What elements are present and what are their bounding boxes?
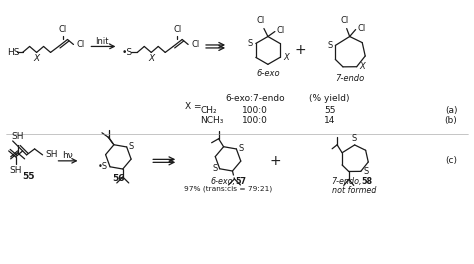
Text: S: S: [128, 143, 134, 152]
Text: Cl: Cl: [191, 40, 200, 49]
Text: Cl: Cl: [358, 24, 366, 33]
Text: Cl: Cl: [277, 26, 285, 35]
Text: hν: hν: [63, 151, 73, 160]
Text: +: +: [294, 44, 306, 58]
Text: S: S: [247, 39, 253, 48]
Text: S: S: [238, 144, 244, 153]
Text: SH: SH: [11, 132, 24, 141]
Text: 6-exo: 6-exo: [256, 69, 280, 78]
Text: 55: 55: [22, 172, 35, 181]
Text: 7-endo: 7-endo: [335, 74, 365, 83]
Text: X: X: [360, 62, 365, 71]
Text: (a): (a): [445, 106, 457, 115]
Text: Cl: Cl: [257, 16, 265, 25]
Text: X: X: [34, 54, 40, 63]
Text: •S: •S: [121, 48, 132, 57]
Text: +: +: [269, 154, 281, 168]
Text: 56: 56: [112, 174, 125, 183]
Text: 100:0: 100:0: [242, 106, 268, 115]
Text: S: S: [327, 41, 332, 50]
Text: NCH₃: NCH₃: [200, 116, 223, 125]
Text: S: S: [212, 164, 218, 173]
Text: Init.: Init.: [95, 37, 111, 46]
Text: X =: X =: [185, 102, 201, 111]
Text: (c): (c): [446, 156, 457, 165]
Text: 6-exo:7-endo: 6-exo:7-endo: [225, 94, 285, 103]
Text: 57: 57: [236, 177, 246, 186]
Text: 55: 55: [324, 106, 336, 115]
Text: 7-endo,: 7-endo,: [331, 177, 362, 186]
Text: SH: SH: [46, 150, 58, 159]
Text: 58: 58: [361, 177, 372, 186]
Text: not formed: not formed: [332, 186, 377, 195]
Text: X: X: [148, 54, 155, 63]
Text: (b): (b): [445, 116, 457, 125]
Text: CH₂: CH₂: [200, 106, 217, 115]
Text: Cl: Cl: [76, 40, 85, 49]
Text: X: X: [283, 53, 289, 62]
Text: •S: •S: [98, 162, 108, 171]
Text: Cl: Cl: [340, 16, 349, 25]
Text: 14: 14: [324, 116, 336, 125]
Text: 6-exo,: 6-exo,: [210, 177, 236, 186]
Text: SH: SH: [9, 166, 22, 175]
Text: 100:0: 100:0: [242, 116, 268, 125]
Text: Cl: Cl: [173, 25, 181, 34]
Text: (% yield): (% yield): [310, 94, 350, 103]
Text: HS: HS: [7, 48, 19, 57]
Text: 97% (trans:cis = 79:21): 97% (trans:cis = 79:21): [184, 186, 272, 192]
Text: Cl: Cl: [58, 25, 67, 34]
Text: S: S: [351, 134, 356, 143]
Text: S: S: [364, 167, 369, 176]
